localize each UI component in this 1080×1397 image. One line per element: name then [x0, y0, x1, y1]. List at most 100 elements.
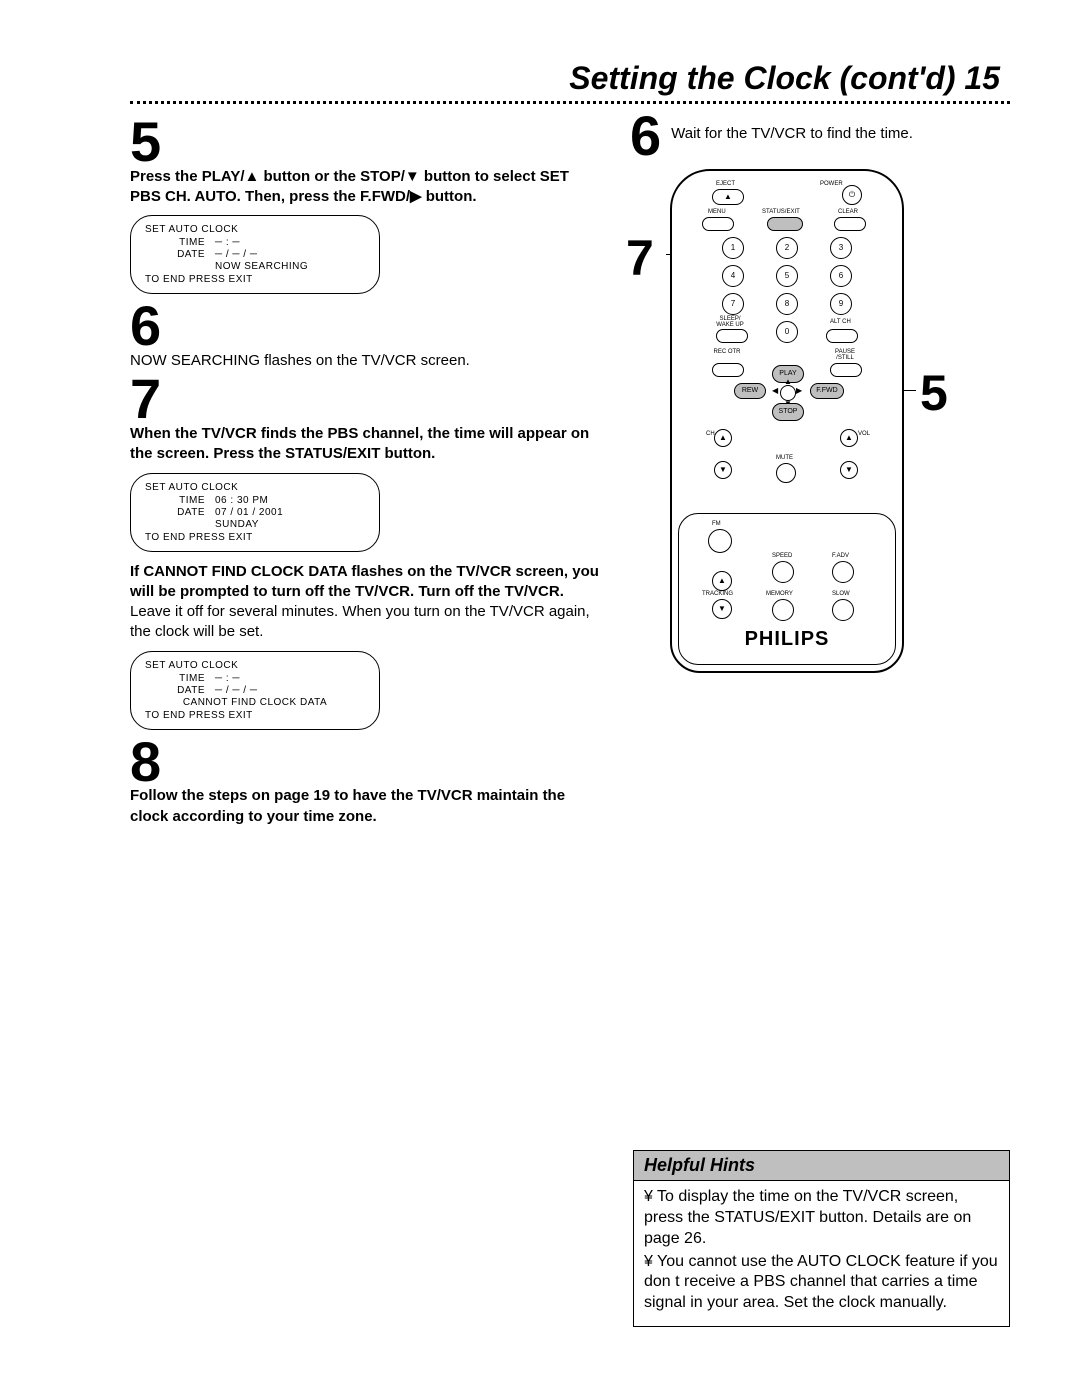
right-step6-text: Wait for the TV/VCR to find the time.: [671, 114, 913, 144]
remote-diagram: 7 5 EJECT POWER ⏻ MENU STATUS/EXIT CLEAR: [670, 169, 1010, 673]
eject-label: EJECT: [716, 181, 735, 187]
menu-label: MENU: [708, 209, 726, 215]
screen-box-1: SET AUTO CLOCK TIME─ : ─ DATE─ / ─ / ─ N…: [130, 215, 380, 294]
screen1-footer: TO END PRESS EXIT: [145, 274, 365, 285]
screen2-header: SET AUTO CLOCK: [145, 482, 365, 493]
remote-control: EJECT POWER ⏻ MENU STATUS/EXIT CLEAR 1 2…: [670, 169, 904, 673]
step-5-text: Press the PLAY/▲ button or the STOP/▼ bu…: [130, 167, 600, 208]
screen3-date-val: ─ / ─ / ─: [215, 685, 365, 696]
page: Setting the Clock (cont'd) 15 5 Press th…: [0, 0, 1080, 1397]
screen1-header: SET AUTO CLOCK: [145, 224, 365, 235]
num-4: 4: [722, 265, 744, 287]
screen1-time-val: ─ : ─: [215, 237, 365, 248]
vol-label: VOL: [858, 431, 870, 437]
status-exit-label: STATUS/EXIT: [762, 209, 800, 215]
menu-button: [702, 217, 734, 231]
recotr-button: [712, 363, 744, 377]
mute-label: MUTE: [776, 455, 793, 461]
num-5: 5: [776, 265, 798, 287]
screen1-time-label: TIME: [145, 237, 215, 248]
dpad-right-icon: [796, 386, 802, 395]
screen-box-2: SET AUTO CLOCK TIME06 : 30 PM DATE07 / 0…: [130, 473, 380, 552]
tracking-down: [712, 599, 732, 619]
vol-down: [840, 461, 858, 479]
step-8-text: Follow the steps on page 19 to have the …: [130, 786, 600, 827]
screen1-date-label: DATE: [145, 249, 215, 260]
screen1-date-val: ─ / ─ / ─: [215, 249, 365, 260]
ffwd-button: F.FWD: [810, 383, 844, 399]
vol-up: [840, 429, 858, 447]
dotted-separator: [130, 101, 1010, 104]
ch-down: [714, 461, 732, 479]
step-6-number: 6: [130, 304, 600, 349]
fadv-label: F.ADV: [832, 553, 849, 559]
left-column: 5 Press the PLAY/▲ button or the STOP/▼ …: [130, 114, 600, 827]
warn-bold: If CANNOT FIND CLOCK DATA flashes on the…: [130, 563, 599, 600]
sleep-button: [716, 329, 748, 343]
speed-label: SPEED: [772, 553, 792, 559]
step-6-text: NOW SEARCHING flashes on the TV/VCR scre…: [130, 351, 600, 371]
tracking-up: [712, 571, 732, 591]
screen3-time-label: TIME: [145, 673, 215, 684]
screen2-day: SUNDAY: [215, 519, 365, 530]
fm-button: [708, 529, 732, 553]
slow-label: SLOW: [832, 591, 850, 597]
step-5-number: 5: [130, 120, 600, 165]
tracking-label: TRACKING: [702, 591, 733, 597]
right-step-6: 6 Wait for the TV/VCR to find the time.: [630, 114, 1010, 159]
pause-label: PAUSE /STILL: [830, 349, 860, 361]
brand-label: PHILIPS: [672, 628, 902, 651]
num-3: 3: [830, 237, 852, 259]
fadv-button: [832, 561, 854, 583]
screen3-header: SET AUTO CLOCK: [145, 660, 365, 671]
speed-button: [772, 561, 794, 583]
warn-plain: Leave it off for several minutes. When y…: [130, 603, 590, 640]
screen1-searching: NOW SEARCHING: [215, 261, 365, 272]
eject-button: [712, 189, 744, 205]
screen3-date-label: DATE: [145, 685, 215, 696]
slow-button: [832, 599, 854, 621]
columns: 5 Press the PLAY/▲ button or the STOP/▼ …: [130, 114, 1010, 827]
page-number: 15: [964, 60, 1000, 96]
fm-label: FM: [712, 521, 721, 527]
recotr-label: REC OTR: [712, 349, 742, 355]
hint-1: ¥ To display the time on the TV/VCR scre…: [644, 1187, 999, 1249]
altch-label: ALT CH: [830, 319, 851, 325]
memory-label: MEMORY: [766, 591, 793, 597]
step-7-text: When the TV/VCR finds the PBS channel, t…: [130, 424, 600, 465]
num-8: 8: [776, 293, 798, 315]
screen-box-3: SET AUTO CLOCK TIME─ : ─ DATE─ / ─ / ─ C…: [130, 651, 380, 730]
num-1: 1: [722, 237, 744, 259]
screen2-time-val: 06 : 30 PM: [215, 495, 365, 506]
ch-up: [714, 429, 732, 447]
step-7-number: 7: [130, 377, 600, 422]
hint-2: ¥ You cannot use the AUTO CLOCK feature …: [644, 1252, 999, 1314]
screen3-time-val: ─ : ─: [215, 673, 365, 684]
warn-text: If CANNOT FIND CLOCK DATA flashes on the…: [130, 562, 600, 643]
clear-label: CLEAR: [838, 209, 858, 215]
screen2-date-val: 07 / 01 / 2001: [215, 507, 365, 518]
num-6: 6: [830, 265, 852, 287]
callout-5: 5: [920, 364, 948, 422]
sleep-label: SLEEP/ WAKE UP: [710, 316, 750, 328]
step-8-number: 8: [130, 740, 600, 785]
hints-header: Helpful Hints: [634, 1151, 1009, 1181]
page-title: Setting the Clock (cont'd) 15: [130, 60, 1010, 97]
mute-button: [776, 463, 796, 483]
right-step6-num: 6: [630, 114, 661, 159]
num-0: 0: [776, 321, 798, 343]
stop-button: STOP: [772, 403, 804, 421]
num-7: 7: [722, 293, 744, 315]
dpad-up-icon: [784, 377, 792, 386]
num-2: 2: [776, 237, 798, 259]
right-column: 6 Wait for the TV/VCR to find the time. …: [630, 114, 1010, 827]
power-label: POWER: [820, 181, 843, 187]
clear-button: [834, 217, 866, 231]
dpad-left-icon: [772, 386, 778, 395]
screen2-footer: TO END PRESS EXIT: [145, 532, 365, 543]
status-exit-button: [767, 217, 803, 231]
power-button: ⏻: [842, 185, 862, 205]
callout-7: 7: [626, 229, 654, 287]
helpful-hints-box: Helpful Hints ¥ To display the time on t…: [633, 1150, 1010, 1327]
hints-body: ¥ To display the time on the TV/VCR scre…: [634, 1181, 1009, 1326]
